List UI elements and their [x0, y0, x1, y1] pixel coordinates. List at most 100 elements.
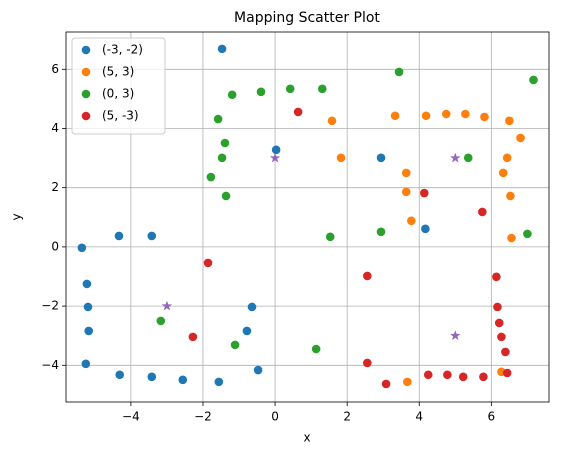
scatter-point	[242, 326, 252, 336]
scatter-point	[227, 90, 237, 100]
y-tick-label: 4	[51, 121, 59, 135]
scatter-point	[83, 302, 93, 312]
y-tick-label: −4	[41, 358, 59, 372]
scatter-point	[285, 84, 295, 94]
scatter-point	[230, 340, 240, 350]
scatter-point	[407, 216, 416, 226]
scatter-point	[507, 233, 516, 243]
scatter-point	[327, 116, 337, 126]
scatter-point	[336, 153, 346, 163]
plot-frame	[65, 31, 550, 403]
x-tick-label: 0	[271, 410, 279, 424]
scatter-point	[461, 109, 470, 119]
scatter-point	[293, 107, 303, 117]
scatter-point	[271, 145, 281, 155]
scatter-point	[506, 191, 515, 201]
x-tick-label: 6	[488, 410, 496, 424]
x-tick-label: −4	[122, 410, 140, 424]
scatter-point	[84, 326, 94, 336]
scatter-point	[394, 67, 404, 77]
scatter-point	[221, 191, 231, 201]
scatter-point	[311, 344, 321, 354]
scatter-point	[478, 207, 487, 217]
y-axis-label: y	[10, 213, 24, 220]
scatter-point	[114, 231, 124, 241]
scatter-point	[213, 114, 223, 124]
scatter-point	[421, 111, 431, 121]
scatter-point	[247, 302, 257, 312]
scatter-point	[217, 44, 227, 54]
scatter-point	[480, 112, 489, 122]
y-tick-label: 0	[51, 239, 59, 253]
scatter-point	[505, 116, 514, 126]
y-tick-label: 2	[51, 180, 59, 194]
scatter-point	[443, 370, 452, 380]
scatter-point	[502, 368, 512, 378]
scatter-point	[403, 377, 412, 387]
scatter-point	[217, 153, 227, 163]
center-marker	[269, 152, 281, 163]
legend-box	[71, 37, 166, 135]
scatter-point	[214, 377, 224, 387]
y-tick-label: 6	[51, 62, 59, 76]
scatter-point	[147, 372, 157, 382]
scatter-point	[423, 370, 433, 380]
x-tick-label: 2	[343, 410, 351, 424]
scatter-point	[390, 111, 400, 121]
legend-marker	[81, 45, 91, 55]
legend-label: (-3, -2)	[102, 43, 143, 57]
scatter-point	[253, 365, 263, 375]
scatter-point	[501, 347, 510, 357]
scatter-point	[498, 168, 508, 178]
legend-label: (0, 3)	[102, 87, 134, 101]
center-marker	[450, 152, 461, 163]
x-tick-label: −2	[194, 410, 212, 424]
scatter-point	[376, 227, 386, 237]
scatter-point	[363, 358, 372, 368]
scatter-point	[256, 87, 266, 97]
scatter-point	[492, 272, 501, 282]
scatter-point	[317, 84, 327, 94]
scatter-point	[82, 279, 92, 289]
scatter-point	[178, 375, 188, 385]
scatter-point	[115, 370, 125, 380]
legend-marker	[81, 89, 91, 99]
scatter-point	[325, 232, 335, 242]
scatter-point	[421, 224, 430, 234]
scatter-point	[363, 271, 372, 281]
scatter-point	[77, 243, 87, 253]
scatter-point	[156, 316, 166, 326]
scatter-point	[381, 379, 391, 389]
x-tick-label: 4	[415, 410, 423, 424]
scatter-point	[401, 187, 411, 197]
scatter-point	[497, 332, 506, 342]
scatter-point	[529, 75, 538, 85]
scatter-point	[523, 229, 532, 239]
chart-title: Mapping Scatter Plot	[234, 10, 380, 26]
center-marker	[450, 330, 461, 341]
legend-label: (5, 3)	[102, 65, 134, 79]
scatter-point	[206, 172, 216, 182]
scatter-point	[220, 138, 230, 148]
scatter-point	[516, 133, 525, 143]
scatter-point	[494, 318, 504, 328]
x-axis-label: x	[303, 431, 310, 445]
scatter-point	[401, 168, 411, 178]
scatter-point	[458, 372, 468, 382]
legend-marker	[81, 67, 91, 77]
scatter-point	[502, 153, 512, 163]
scatter-point	[441, 109, 451, 119]
center-marker	[161, 300, 173, 311]
scatter-point	[188, 332, 198, 342]
scatter-point	[479, 372, 488, 382]
legend-label: (5, -3)	[102, 109, 139, 123]
scatter-point	[493, 302, 502, 312]
scatter-point	[147, 231, 157, 241]
scatter-point	[419, 188, 429, 198]
scatter-point	[376, 153, 386, 163]
scatter-point	[203, 258, 213, 268]
scatter-point	[463, 153, 473, 163]
legend-marker	[81, 111, 91, 121]
y-tick-label: −2	[41, 299, 59, 313]
